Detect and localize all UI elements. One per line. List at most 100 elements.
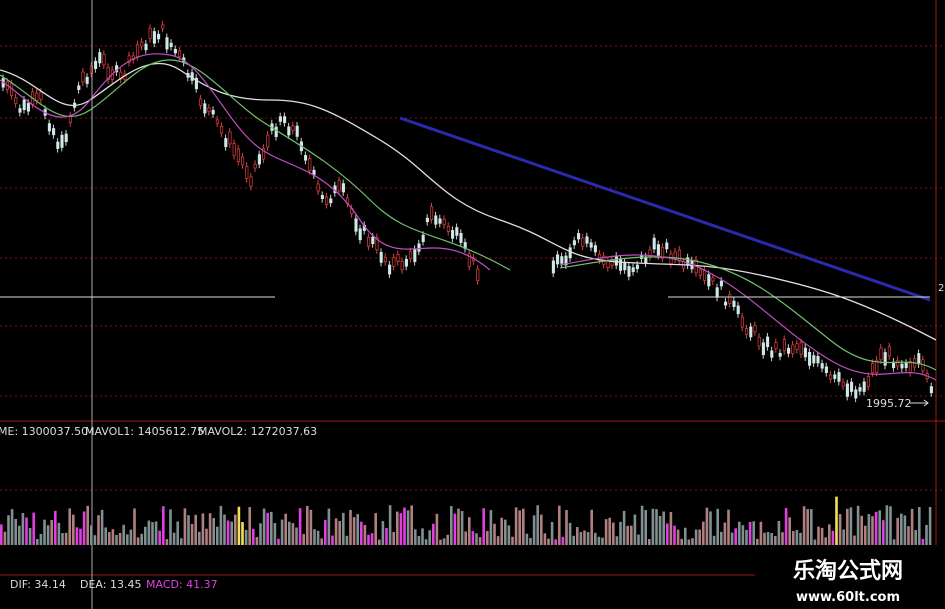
volume-bar: [738, 521, 741, 545]
volume-bar: [313, 529, 316, 545]
volume-bar: [874, 511, 878, 545]
volume-bar: [295, 527, 298, 545]
volume-bar: [183, 508, 187, 545]
volume-bar: [93, 535, 97, 545]
candle: [56, 141, 60, 149]
candle: [169, 42, 173, 48]
volume-bar: [770, 532, 773, 545]
candle: [824, 366, 828, 373]
volume-bar: [223, 514, 226, 545]
volume-bar: [399, 513, 403, 545]
candle: [875, 359, 879, 373]
volume-bar: [885, 505, 889, 545]
volume-bar: [644, 510, 647, 545]
volume-bar: [550, 521, 554, 545]
volume-bar: [388, 505, 392, 545]
candle: [724, 301, 728, 306]
volume-bar: [525, 533, 529, 545]
volume-bar: [7, 515, 10, 545]
candle: [665, 242, 669, 250]
volume-bar: [75, 527, 79, 545]
volume-bar: [154, 521, 158, 545]
candle: [98, 52, 102, 64]
volume-bar: [414, 529, 417, 545]
volume-bar: [298, 508, 302, 545]
candle: [371, 236, 375, 245]
volume-bar: [151, 522, 154, 545]
candle: [862, 381, 866, 392]
candle: [203, 103, 207, 114]
candle: [358, 228, 362, 241]
candle: [35, 92, 39, 101]
volume-bar: [396, 511, 399, 545]
volume-bar: [889, 506, 892, 545]
volume-bar: [489, 510, 493, 545]
volume-bar: [752, 521, 755, 545]
candle: [577, 233, 581, 240]
volume-bar: [428, 530, 431, 545]
volume-bar: [856, 505, 860, 545]
candle: [409, 251, 413, 259]
candle: [711, 277, 715, 282]
volume-bar: [122, 524, 125, 545]
volume-bar: [561, 536, 565, 545]
candle: [144, 43, 148, 51]
candle: [430, 206, 434, 220]
dea: DEA: 13.45: [80, 578, 141, 591]
volume-bar: [288, 521, 291, 545]
candle: [425, 217, 429, 223]
candle: [635, 264, 639, 270]
volume-bar: [464, 531, 467, 545]
watermark-box: [755, 545, 945, 609]
candle: [677, 249, 681, 262]
volume-bar: [475, 533, 478, 545]
candle: [656, 244, 660, 256]
candle: [295, 125, 299, 137]
volume-bar: [576, 527, 579, 545]
candle: [766, 336, 770, 348]
moving-averages: [0, 53, 937, 381]
candle: [816, 356, 820, 364]
volume-bar: [133, 508, 136, 545]
volume-bar: [727, 509, 730, 545]
volume-bar: [784, 507, 788, 545]
volume-bar: [442, 538, 446, 545]
volume-bar: [136, 537, 140, 545]
volume-bar: [252, 528, 255, 545]
candle: [740, 316, 744, 328]
candle: [854, 389, 858, 399]
volume-bar: [619, 521, 622, 545]
volume-bar: [540, 514, 543, 545]
candle: [320, 195, 324, 200]
volume-bar: [496, 536, 500, 545]
volume-bar: [338, 521, 341, 545]
volume-bar: [730, 532, 734, 545]
volume-bar: [316, 530, 320, 545]
volume-bar: [651, 508, 655, 545]
candle: [736, 305, 740, 315]
candle: [81, 71, 85, 83]
volume-bar: [802, 506, 806, 545]
volume-bar: [25, 517, 28, 545]
volume-bar: [342, 512, 345, 545]
candle: [39, 91, 43, 100]
volume-bar: [46, 525, 50, 545]
volume-bar: [39, 533, 43, 545]
volume-bar: [234, 514, 237, 545]
candle: [585, 236, 589, 244]
candle: [329, 198, 333, 204]
volume-bar: [309, 509, 313, 545]
candle: [812, 355, 816, 364]
volume-bar: [363, 525, 367, 545]
candle: [606, 260, 610, 268]
candle: [623, 262, 627, 271]
candle: [757, 336, 761, 347]
volume-bar: [10, 509, 14, 545]
volume-bar: [241, 522, 244, 545]
volume-bar: [64, 532, 68, 545]
volume-bar: [144, 526, 147, 545]
candle: [64, 133, 68, 143]
volume-bar: [925, 524, 928, 545]
